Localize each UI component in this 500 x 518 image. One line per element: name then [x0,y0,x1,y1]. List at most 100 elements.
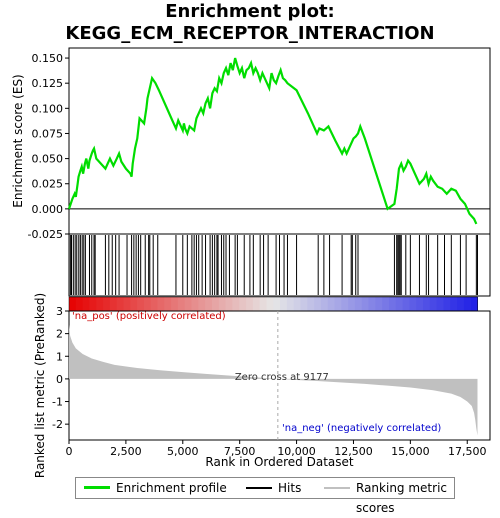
colorbar-segment [457,297,465,311]
colorbar-segment [205,297,213,311]
colorbar-segment [259,297,267,311]
es-line [67,57,478,225]
metric-ytick-label: 0 [56,373,63,386]
es-ytick-label: -0.025 [28,228,63,241]
colorbar-segment [300,297,308,311]
hits-panel [68,233,491,297]
xlabel: Rank in Ordered Dataset [205,455,353,469]
colorbar-segment [143,297,152,311]
colorbar-segment [402,297,410,311]
es-ytick-label: 0.075 [32,127,64,140]
colorbar-segment [273,297,281,311]
metric-area [69,324,478,436]
colorbar-segment [191,297,199,311]
colorbar-segment [334,297,342,311]
colorbar-segment [266,297,274,311]
colorbar-segment [211,297,220,311]
axis-labels: Enrichment score (ES) Ranked list metric … [11,74,354,478]
colorbar-segment [395,297,404,311]
metric-ytick-label: 2 [56,328,63,341]
es-ytick-label: 0.000 [32,203,64,216]
colorbar-segment [130,297,138,311]
pos-label: 'na_pos' (positively correlated) [72,311,226,322]
chart-title-line1: Enrichment plot: [165,1,335,22]
colorbar-segment [137,297,145,311]
colorbar-segment [348,297,356,311]
metric-xtick-label: 17,500 [448,445,487,458]
colorbar-segment [232,297,240,311]
rank-colorbar [68,296,478,312]
colorbar-segment [150,297,159,311]
es-panel: -0.025 0.000 0.025 0.050 0.075 0.100 0.125 0.15… [28,47,491,241]
es-ylabel: Enrichment score (ES) [11,74,25,207]
colorbar-segment [307,297,315,311]
metric-ytick-label: -2 [52,418,63,431]
colorbar-segment [96,297,104,311]
colorbar-segment [89,297,97,311]
colorbar-segment [198,297,206,311]
colorbar-segment [327,297,336,311]
colorbar-segment [246,297,254,311]
colorbar-segment [109,297,118,311]
colorbar-segment [171,297,179,311]
colorbar-segment [293,297,301,311]
zero-cross-label: Zero cross at 9177 [235,372,329,383]
legend-label-ranking: Ranking metric scores [356,481,447,515]
colorbar-segment [314,297,322,311]
colorbar-segment [450,297,458,311]
colorbar-segment [157,297,165,311]
colorbar-segment [69,297,77,311]
metric-ylabel: Ranked list metric (PreRanked) [33,293,47,478]
enrichment-plot: -0.025 0.000 0.025 0.050 0.075 0.100 0.125 0.15… [11,47,491,478]
colorbar-segment [164,297,172,311]
colorbar-segment [375,297,383,311]
colorbar-segment [423,297,431,311]
es-ytick-label: 0.025 [32,178,64,191]
colorbar-segment [218,297,227,311]
colorbar-segment [184,297,193,311]
colorbar-segment [382,297,390,311]
colorbar-segment [239,297,247,311]
metric-xtick-label: 0 [66,445,73,458]
metric-xtick-label: 10,000 [277,445,316,458]
colorbar-segment [361,297,370,311]
colorbar-segment [368,297,376,311]
metric-xtick-label: 15,000 [391,445,430,458]
colorbar-segment [177,297,186,311]
metric-xtick-label: 7,500 [224,445,256,458]
legend-label-hits: Hits [278,481,302,495]
colorbar-segment [280,297,288,311]
colorbar-segment [388,297,397,311]
metric-ytick-label: -1 [52,396,63,409]
colorbar-segment [409,297,417,311]
colorbar-segment [252,297,261,311]
es-ytick-label: 0.100 [32,102,64,115]
colorbar-segment [320,297,329,311]
es-ytick-label: 0.150 [32,52,64,65]
metric-xtick-label: 2,500 [110,445,142,458]
colorbar-segment [443,297,451,311]
metric-ytick-label: 1 [56,350,63,363]
colorbar-segment [82,297,90,311]
legend-swatch-enrichment [84,486,110,489]
colorbar-segment [116,297,124,311]
metric-xtick-label: 5,000 [167,445,199,458]
metric-ytick-label: 3 [56,305,63,318]
legend-swatch-ranking [324,487,350,489]
colorbar-segment [225,297,233,311]
colorbar-segment [416,297,424,311]
colorbar-segment [463,297,472,311]
colorbar-segment [470,297,478,311]
legend-label-enrichment: Enrichment profile [116,481,227,495]
legend: Enrichment profile Hits Ranking metric s… [75,477,455,515]
colorbar-segment [354,297,363,311]
colorbar-segment [103,297,111,311]
colorbar-segment [286,297,295,311]
legend-swatch-hits [246,487,272,489]
colorbar-segment [429,297,438,311]
colorbar-segment [436,297,444,311]
colorbar-segment [75,297,84,311]
colorbar-segment [123,297,131,311]
metric-panel: -2 -1 0 1 2 3 0 2,500 5,000 7,500 10,000 12,500 15,0… [52,305,491,458]
es-ytick-label: 0.125 [32,77,64,90]
